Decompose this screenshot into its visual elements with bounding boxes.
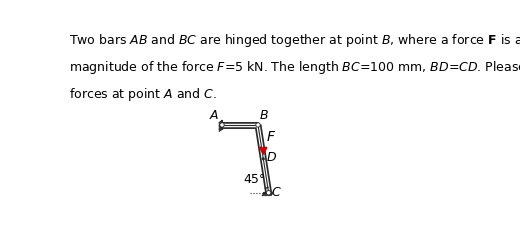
Text: magnitude of the force $F$=5 kN. The length $BC$=100 mm, $BD$=$CD$. Please give : magnitude of the force $F$=5 kN. The len… — [69, 59, 520, 76]
Circle shape — [220, 123, 224, 127]
Text: $C$: $C$ — [271, 186, 282, 199]
Circle shape — [263, 158, 264, 160]
Circle shape — [256, 123, 260, 127]
Text: $A$: $A$ — [209, 109, 219, 122]
Text: $B$: $B$ — [259, 109, 269, 122]
Circle shape — [221, 124, 223, 126]
Text: 45°: 45° — [244, 174, 266, 186]
Text: $D$: $D$ — [266, 151, 277, 164]
Text: Two bars $AB$ and $BC$ are hinged together at point $B$, where a force $\mathbf{: Two bars $AB$ and $BC$ are hinged togeth… — [69, 32, 520, 49]
Circle shape — [257, 124, 259, 126]
Circle shape — [267, 191, 270, 195]
Circle shape — [268, 192, 270, 194]
Text: forces at point $A$ and $C$.: forces at point $A$ and $C$. — [69, 86, 217, 103]
Text: $F$: $F$ — [267, 130, 277, 144]
